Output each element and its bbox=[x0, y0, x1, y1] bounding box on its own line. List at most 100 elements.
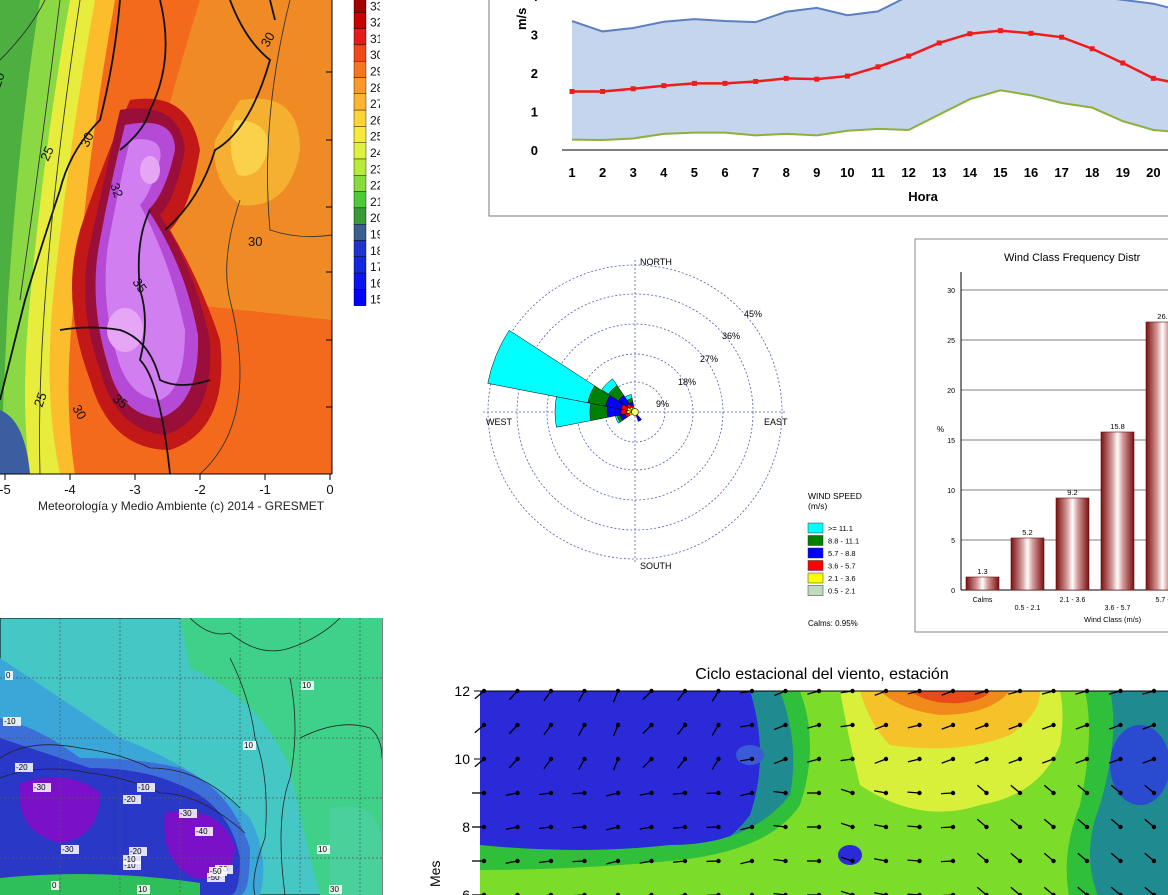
mean-point bbox=[569, 88, 575, 94]
wind-arrow-head bbox=[615, 722, 621, 728]
legend-swatch bbox=[353, 175, 367, 192]
contour-label: -30 bbox=[62, 845, 74, 854]
mean-point bbox=[936, 40, 942, 46]
wind-arrow-head bbox=[1084, 858, 1090, 864]
x-tick-label: 9 bbox=[813, 165, 820, 180]
wind-arrow-head bbox=[816, 722, 822, 728]
contour-label-bg bbox=[15, 763, 33, 772]
rose-petal-segment bbox=[487, 329, 596, 404]
temperature-map: 30 25 30 32 35 30 20 25 30 35 -5 -4 -3 -2 -1… bbox=[0, 0, 380, 513]
wind-arrow-head bbox=[615, 824, 621, 830]
wind-arrow-head bbox=[917, 756, 922, 762]
contour-label: 30 bbox=[77, 130, 97, 149]
wind-arrow-head bbox=[1051, 892, 1056, 895]
y-tick-label: 2 bbox=[531, 66, 538, 81]
wind-arrow-head bbox=[883, 756, 889, 762]
y-tick-label: 1 bbox=[531, 105, 538, 120]
contour-label: -10 bbox=[124, 861, 136, 870]
wind-arrow-head bbox=[1084, 892, 1090, 895]
wind-arrow-head bbox=[515, 790, 520, 796]
contour-label-bg bbox=[51, 881, 59, 890]
legend-label: 17 bbox=[370, 260, 380, 274]
mean-point bbox=[875, 64, 881, 70]
wind-arrow-head bbox=[917, 824, 922, 830]
x-tick-label: 3.6 - 5.7 bbox=[1105, 605, 1131, 612]
contour-label: -50 bbox=[210, 867, 222, 876]
y-tick-label: 8 bbox=[462, 819, 470, 835]
x-tick-label: -5 bbox=[0, 482, 11, 497]
wind-arrow-head bbox=[783, 892, 788, 895]
wind-arrow-head bbox=[1084, 722, 1090, 728]
wind-arrow-head bbox=[883, 722, 889, 728]
contour-label-bg bbox=[33, 783, 51, 792]
wind-arrow-head bbox=[515, 892, 520, 895]
wind-arrow-head bbox=[816, 824, 822, 830]
wind-rose-panel: NORTH SOUTH WEST EAST 9% 18% 27% 36% 45% WIN… bbox=[478, 245, 898, 635]
wind-arrow-head bbox=[883, 824, 889, 830]
wind-arrow-head bbox=[1118, 722, 1123, 728]
x-tick-label: 18 bbox=[1085, 165, 1099, 180]
wind-arrow-head bbox=[749, 824, 755, 830]
wind-arrow-head bbox=[917, 790, 922, 796]
wind-arrow-head bbox=[1151, 790, 1157, 796]
wind-arrow-head bbox=[615, 790, 621, 796]
wind-arrow-head bbox=[548, 858, 554, 864]
legend-label: 3.6 - 5.7 bbox=[828, 562, 856, 571]
legend-swatch bbox=[807, 547, 824, 559]
ring-label: 27% bbox=[700, 354, 718, 364]
contour-label-bg bbox=[137, 783, 155, 792]
legend-label: 18 bbox=[370, 244, 380, 258]
upper-line bbox=[571, 0, 1168, 33]
x-tick-label: 3 bbox=[630, 165, 637, 180]
wind-arrow-head bbox=[850, 790, 855, 796]
x-tick-label: 5.7 - bbox=[1155, 597, 1168, 604]
wind-arrow-head bbox=[582, 790, 587, 796]
wind-speed-legend-unit: (m/s) bbox=[808, 501, 828, 511]
legend-label: 24 bbox=[370, 146, 380, 160]
mean-point bbox=[997, 28, 1003, 34]
legend-label: >= 11.1 bbox=[828, 524, 853, 533]
contour-label-bg bbox=[5, 671, 13, 680]
mean-point bbox=[691, 80, 697, 86]
legend-swatch bbox=[353, 191, 367, 209]
temperature-map-panel: 30 25 30 32 35 30 20 25 30 35 -5 -4 -3 -2 -1… bbox=[0, 0, 380, 520]
wind-arrow-head bbox=[950, 824, 956, 830]
wind-arrow-head bbox=[950, 858, 956, 864]
x-tick-label: Calms bbox=[973, 597, 993, 604]
contour-label-bg bbox=[129, 847, 147, 856]
legend-label: 2.1 - 3.6 bbox=[828, 574, 856, 583]
wind-arrow-head bbox=[649, 790, 654, 796]
legend-swatch bbox=[807, 572, 824, 584]
mean-point bbox=[1028, 30, 1034, 36]
x-tick-label: 17 bbox=[1054, 165, 1068, 180]
mean-point bbox=[783, 75, 789, 81]
x-tick-label: 11 bbox=[871, 165, 885, 180]
wind-arrow-head bbox=[850, 824, 855, 830]
x-tick-label: -2 bbox=[194, 482, 206, 497]
wind-arrow-head bbox=[984, 790, 989, 796]
legend-swatch bbox=[353, 240, 367, 257]
wind-arrow-head bbox=[548, 722, 554, 728]
wind-arrow-head bbox=[481, 756, 487, 762]
contour-label: 30 bbox=[69, 402, 89, 422]
bar bbox=[1055, 497, 1090, 591]
wind-arrow-head bbox=[984, 858, 989, 864]
contour-label: -10 bbox=[138, 783, 150, 792]
legend-label: 8.8 - 11.1 bbox=[828, 537, 859, 546]
y-axis-label: m/s bbox=[514, 8, 529, 30]
legend-swatch bbox=[353, 93, 367, 111]
y-tick-label: 6 bbox=[462, 887, 470, 895]
wind-arrow-head bbox=[783, 858, 788, 864]
contour-label: -50 bbox=[208, 873, 220, 882]
wind-arrow-head bbox=[850, 892, 855, 895]
wind-arrow-head bbox=[1017, 790, 1023, 796]
wind-arrow-head bbox=[649, 892, 654, 895]
legend-swatch bbox=[353, 61, 367, 78]
wind-arrow-head bbox=[481, 892, 487, 895]
x-tick-label: 19 bbox=[1116, 165, 1130, 180]
mean-point bbox=[906, 53, 912, 59]
legend-label: 28 bbox=[370, 81, 380, 95]
wind-arrow-head bbox=[548, 790, 554, 796]
contour-label-bg bbox=[317, 845, 330, 854]
wind-arrow-head bbox=[984, 756, 989, 762]
